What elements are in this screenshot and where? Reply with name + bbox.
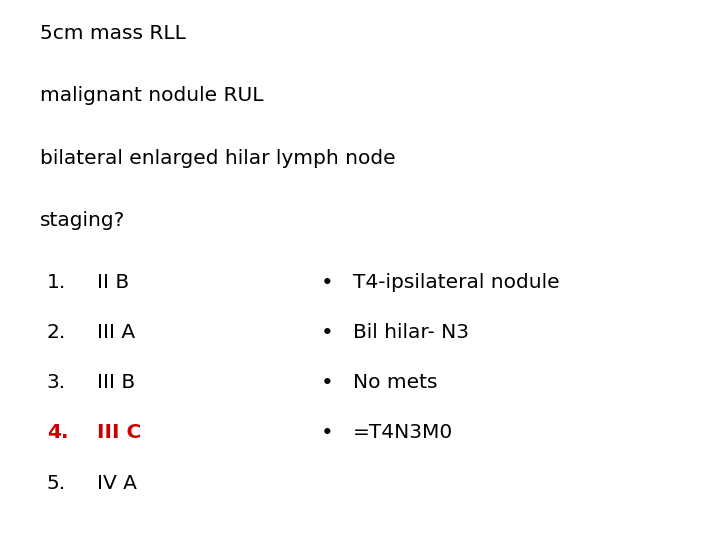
Text: IV A: IV A (97, 474, 137, 492)
Text: malignant nodule RUL: malignant nodule RUL (40, 86, 263, 105)
Text: •: • (320, 273, 333, 293)
Text: •: • (320, 423, 333, 443)
Text: III B: III B (97, 373, 135, 392)
Text: 4.: 4. (47, 423, 68, 442)
Text: 5cm mass RLL: 5cm mass RLL (40, 24, 186, 43)
Text: •: • (320, 373, 333, 393)
Text: bilateral enlarged hilar lymph node: bilateral enlarged hilar lymph node (40, 148, 395, 167)
Text: III C: III C (97, 423, 141, 442)
Text: 3.: 3. (47, 373, 66, 392)
Text: 5.: 5. (47, 474, 66, 492)
Text: Bil hilar- N3: Bil hilar- N3 (353, 323, 469, 342)
Text: =T4N3M0: =T4N3M0 (353, 423, 453, 442)
Text: 1.: 1. (47, 273, 66, 292)
Text: 2.: 2. (47, 323, 66, 342)
Text: III A: III A (97, 323, 135, 342)
Text: staging?: staging? (40, 211, 125, 229)
Text: No mets: No mets (353, 373, 437, 392)
Text: •: • (320, 323, 333, 343)
Text: II B: II B (97, 273, 130, 292)
Text: T4-ipsilateral nodule: T4-ipsilateral nodule (353, 273, 559, 292)
